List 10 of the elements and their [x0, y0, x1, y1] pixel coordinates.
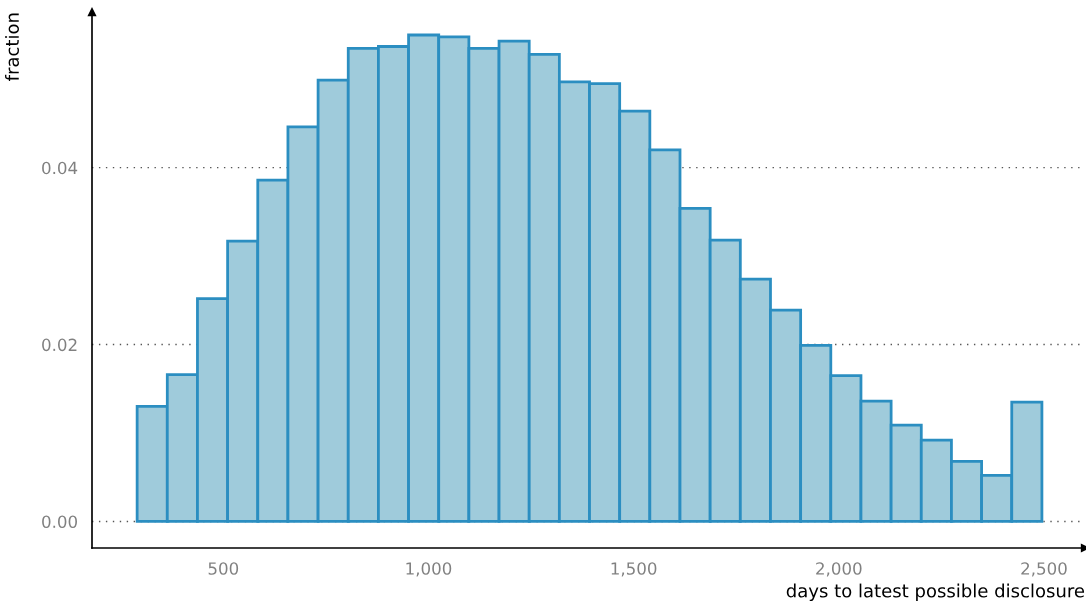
- x-tick-label: 2,500: [1021, 562, 1067, 577]
- y-tick-label: 0.02: [42, 338, 77, 352]
- y-axis-title: fraction: [5, 13, 19, 81]
- y-tick-label: 0.00: [42, 515, 77, 529]
- x-tick-label: 1,000: [406, 562, 452, 577]
- x-tick-label: 1,500: [611, 562, 657, 577]
- x-tick-label: 500: [208, 562, 239, 575]
- x-tick-label: 2,000: [816, 562, 862, 577]
- x-axis-title: days to latest possible disclosure: [786, 583, 1085, 602]
- y-tick-label: 0.04: [42, 161, 78, 175]
